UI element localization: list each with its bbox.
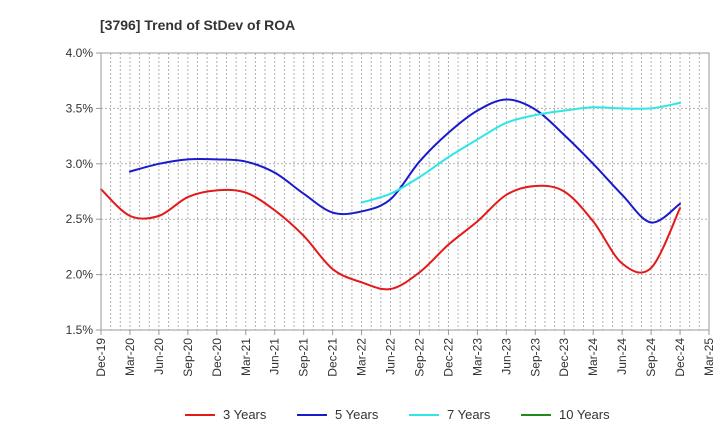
chart-title: [3796] Trend of StDev of ROA [100,17,295,33]
x-tick-label: Mar-24 [586,338,600,376]
x-tick-label: Dec-20 [210,338,224,377]
x-tick-label: Jun-21 [268,338,282,375]
x-tick-label: Mar-21 [239,338,253,376]
x-tick-label: Dec-24 [673,338,687,377]
x-tick-label: Jun-23 [499,338,513,375]
x-tick-label: Mar-22 [355,338,369,376]
legend-label-3-years: 3 Years [223,407,267,422]
y-tick-label: 3.0% [66,157,94,171]
y-tick-label: 1.5% [66,323,94,337]
series-lines [100,98,682,291]
x-tick-label: Sep-21 [297,338,311,377]
x-tick-label: Sep-20 [181,338,195,377]
y-tick-label: 2.5% [66,212,94,226]
x-tick-label: Sep-23 [528,338,542,377]
legend: 3 Years 5 Years 7 Years 10 Years [185,407,610,422]
y-axis: 1.5% 2.0% 2.5% 3.0% 3.5% 4.0% [66,46,101,337]
x-tick-label: Jun-24 [615,338,629,375]
x-tick-label: Mar-20 [123,338,137,376]
x-tick-label: Jun-20 [152,338,166,375]
series-line-3-years [100,184,682,291]
legend-label-7-years: 7 Years [447,407,491,422]
x-axis: Dec-19 Mar-20 Jun-20 Sep-20 Dec-20 Mar-21 Jun-… [94,330,716,377]
x-tick-label: Dec-21 [326,338,340,377]
series-line-5-years [128,98,682,224]
legend-label-5-years: 5 Years [335,407,379,422]
y-tick-label: 3.5% [66,101,94,115]
x-tick-label: Dec-23 [557,338,571,377]
x-tick-label: Sep-22 [412,338,426,377]
x-tick-label: Mar-23 [470,338,484,376]
x-tick-label: Dec-19 [94,338,108,377]
x-tick-label: Mar-25 [702,338,716,376]
grid [101,53,709,330]
y-tick-label: 4.0% [66,46,94,60]
plot-frame [100,52,710,331]
y-tick-label: 2.0% [66,268,94,282]
series-line-7-years [360,101,682,204]
legend-label-10-years: 10 Years [559,407,610,422]
x-tick-label: Dec-22 [441,338,455,377]
x-tick-label: Jun-22 [384,338,398,375]
x-tick-label: Sep-24 [644,338,658,377]
